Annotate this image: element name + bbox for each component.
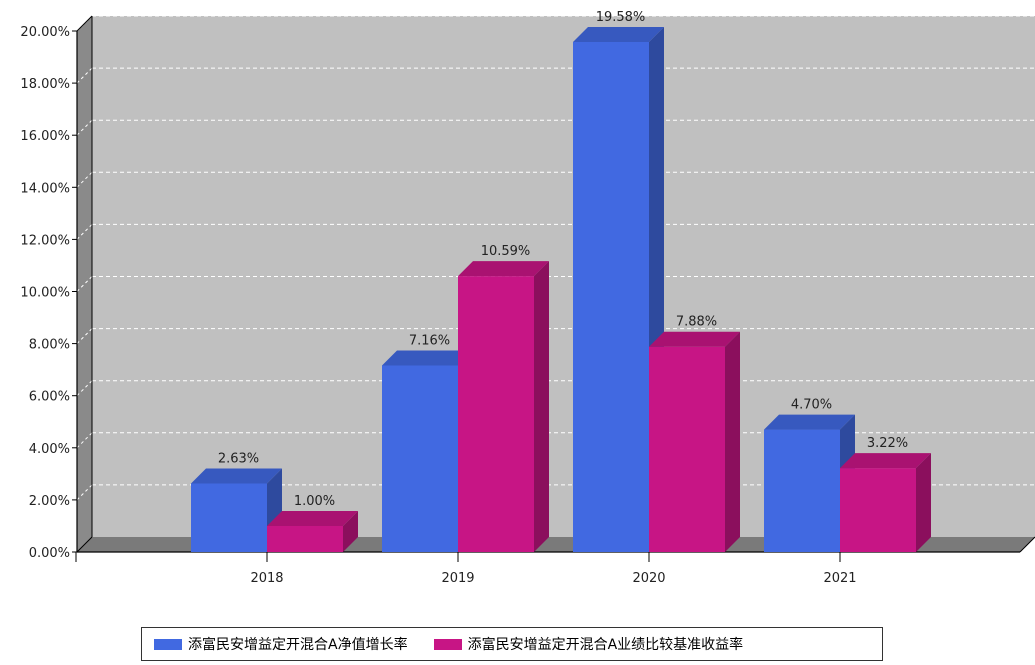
y-tick-label: 18.00% xyxy=(20,77,70,92)
bar-front xyxy=(649,346,725,552)
y-tick-label: 8.00% xyxy=(29,338,70,353)
bar-side xyxy=(343,510,358,552)
x-tick-label: 2019 xyxy=(441,571,474,586)
bar-top xyxy=(267,510,358,526)
data-label: 10.59% xyxy=(481,244,531,259)
bar-side xyxy=(725,331,740,552)
x-tick-label: 2018 xyxy=(250,571,283,586)
bar-top xyxy=(649,331,740,347)
legend-item-nav: 添富民安增益定开混合A净值增长率 xyxy=(154,634,408,654)
y-tick-label: 4.00% xyxy=(29,442,70,457)
data-label: 3.22% xyxy=(867,436,908,451)
labels: 2.63% 1.00% 7.16% 10.59% 19.58% 7.88% 4.70% 3.2… xyxy=(218,10,908,509)
y-tick-label: 12.00% xyxy=(20,233,70,248)
bar-front xyxy=(764,429,840,552)
floor-edge-line xyxy=(76,536,93,553)
data-label: 2.63% xyxy=(218,451,259,466)
top-edge-line xyxy=(76,15,93,32)
y-tick-label: 16.00% xyxy=(20,129,70,144)
bar-side xyxy=(534,261,549,552)
bar-front xyxy=(267,525,343,552)
y-tick-label: 6.00% xyxy=(29,390,70,405)
bar-front xyxy=(573,41,649,552)
x-tick-label: 2020 xyxy=(632,571,665,586)
bar-top xyxy=(573,26,664,42)
x-tick-label: 2021 xyxy=(823,571,856,586)
y-tick-label: 2.00% xyxy=(29,494,70,509)
y-tick-label: 0.00% xyxy=(29,546,70,561)
data-label: 7.16% xyxy=(409,333,450,348)
bar xyxy=(267,510,358,552)
legend-label-nav: 添富民安增益定开混合A净值增长率 xyxy=(188,637,408,653)
y-tick-label: 14.00% xyxy=(20,181,70,196)
bar-top xyxy=(382,350,473,366)
y-tick-label: 10.00% xyxy=(20,286,70,301)
bar xyxy=(573,26,664,553)
bars xyxy=(191,26,931,553)
y-tick-label: 20.00% xyxy=(20,25,70,40)
legend-swatch-benchmark xyxy=(433,638,462,650)
legend-swatch-nav xyxy=(154,638,182,650)
data-label: 7.88% xyxy=(676,315,717,330)
bar-top xyxy=(191,468,282,484)
plot-side-wall xyxy=(77,16,92,552)
gridlines xyxy=(76,15,1035,501)
bar-side xyxy=(916,453,931,552)
legend: 添富民安增益定开混合A净值增长率 添富民安增益定开混合A业绩比较基准收益率 xyxy=(141,627,883,661)
legend-item-benchmark: 添富民安增益定开混合A业绩比较基准收益率 xyxy=(433,634,744,654)
bar xyxy=(458,261,549,552)
data-label: 4.70% xyxy=(791,398,832,413)
bar-front xyxy=(458,276,534,552)
legend-label-benchmark: 添富民安增益定开混合A业绩比较基准收益率 xyxy=(467,637,744,653)
bar-front xyxy=(191,483,267,552)
bar xyxy=(191,468,282,552)
data-label: 1.00% xyxy=(294,494,335,509)
bar-front xyxy=(840,468,916,552)
bar-front xyxy=(382,365,458,552)
bar-top xyxy=(458,261,549,277)
bar xyxy=(649,331,740,552)
bar-top xyxy=(840,453,931,469)
floor-right-edge xyxy=(1019,536,1035,553)
data-label: 19.58% xyxy=(596,10,646,25)
bar-top xyxy=(764,414,855,430)
bar xyxy=(840,453,931,552)
